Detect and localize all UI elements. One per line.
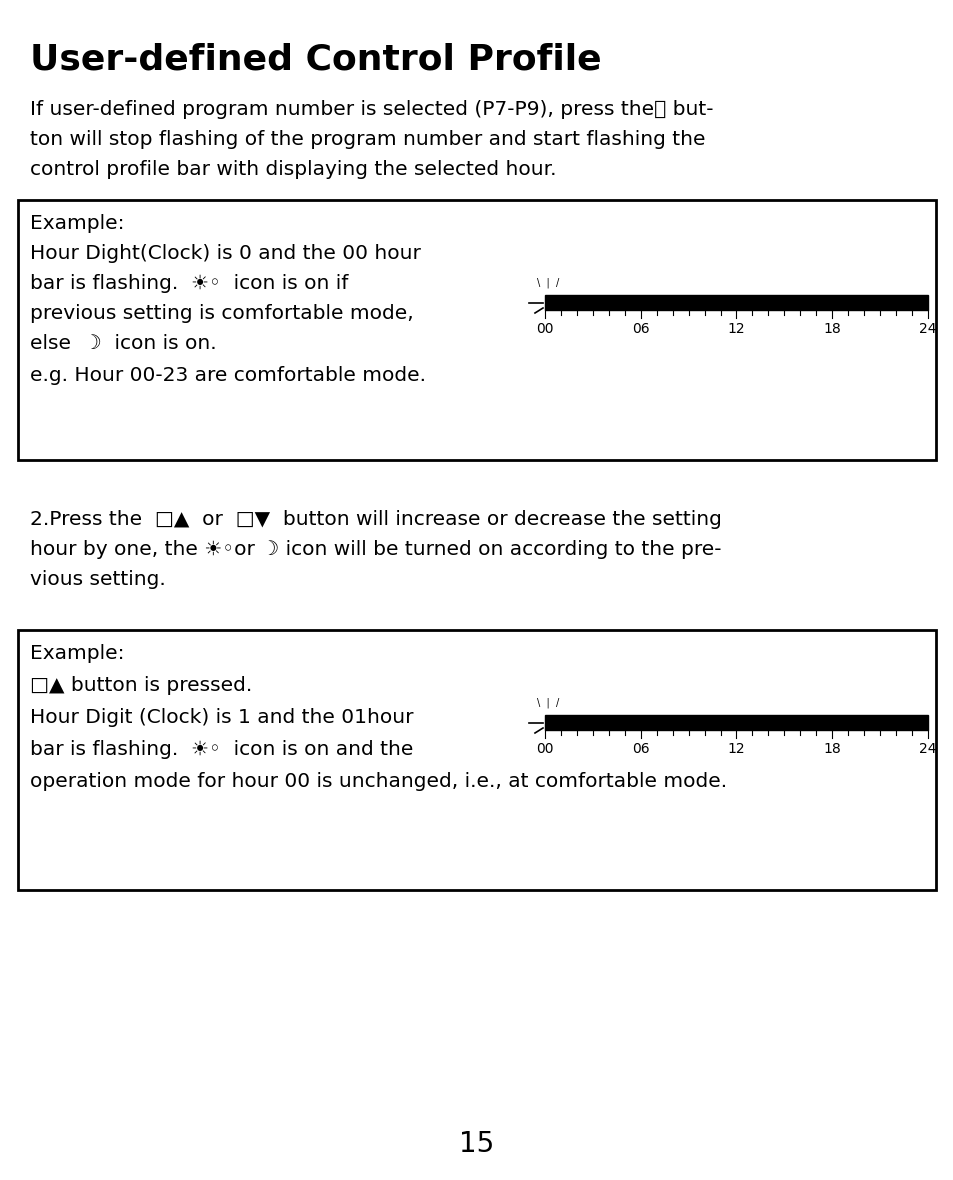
Text: control profile bar with displaying the selected hour.: control profile bar with displaying the … <box>30 160 556 179</box>
Text: 24: 24 <box>919 322 936 336</box>
Text: Hour Dight(Clock) is 0 and the 00 hour: Hour Dight(Clock) is 0 and the 00 hour <box>30 244 420 263</box>
Text: 18: 18 <box>822 742 841 756</box>
Text: □▲ button is pressed.: □▲ button is pressed. <box>30 676 252 695</box>
Text: 00: 00 <box>536 742 553 756</box>
Text: \  |  /: \ | / <box>537 277 558 288</box>
Text: \  |  /: \ | / <box>537 697 558 708</box>
Text: 06: 06 <box>631 322 649 336</box>
Text: else  ☽  icon is on.: else ☽ icon is on. <box>30 334 216 353</box>
Text: If user-defined program number is selected (P7-P9), press theⓅ but-: If user-defined program number is select… <box>30 100 713 119</box>
Text: operation mode for hour 00 is unchanged, i.e., at comfortable mode.: operation mode for hour 00 is unchanged,… <box>30 772 726 791</box>
Text: hour by one, the ☀◦or ☽ icon will be turned on according to the pre-: hour by one, the ☀◦or ☽ icon will be tur… <box>30 540 720 559</box>
Bar <box>544 715 927 730</box>
Bar <box>544 295 927 310</box>
Text: 18: 18 <box>822 322 841 336</box>
Text: bar is flashing.  ☀◦  icon is on if: bar is flashing. ☀◦ icon is on if <box>30 274 348 293</box>
Text: previous setting is comfortable mode,: previous setting is comfortable mode, <box>30 304 414 323</box>
Text: Example:: Example: <box>30 644 125 663</box>
Text: 06: 06 <box>631 742 649 756</box>
Text: vious setting.: vious setting. <box>30 570 166 589</box>
Text: 12: 12 <box>727 742 744 756</box>
Text: User-defined Control Profile: User-defined Control Profile <box>30 42 601 76</box>
Text: Hour Digit (Clock) is 1 and the 01hour: Hour Digit (Clock) is 1 and the 01hour <box>30 708 413 727</box>
Text: bar is flashing.  ☀◦  icon is on and the: bar is flashing. ☀◦ icon is on and the <box>30 740 413 759</box>
Text: 24: 24 <box>919 742 936 756</box>
Text: 00: 00 <box>536 322 553 336</box>
Bar <box>18 630 935 890</box>
Text: 15: 15 <box>459 1130 494 1158</box>
Text: Example:: Example: <box>30 214 125 232</box>
Text: ton will stop flashing of the program number and start flashing the: ton will stop flashing of the program nu… <box>30 130 705 149</box>
Text: 2.Press the  □▲  or  □▼  button will increase or decrease the setting: 2.Press the □▲ or □▼ button will increas… <box>30 510 721 529</box>
Text: 12: 12 <box>727 322 744 336</box>
Bar <box>18 199 935 460</box>
Text: e.g. Hour 00-23 are comfortable mode.: e.g. Hour 00-23 are comfortable mode. <box>30 366 426 385</box>
